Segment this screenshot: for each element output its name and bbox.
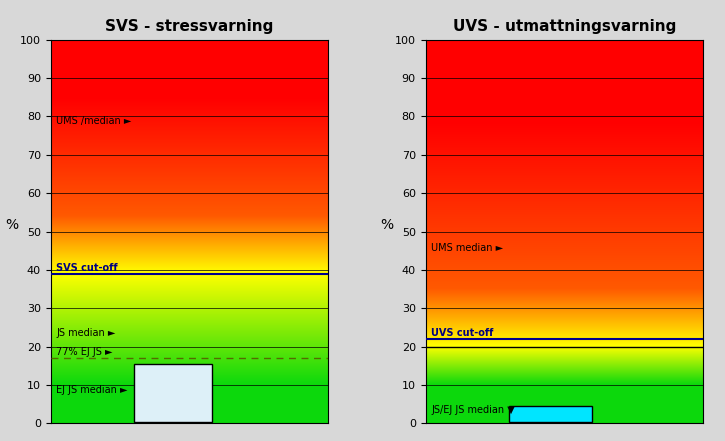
Y-axis label: %: % <box>5 217 18 232</box>
Text: UMS median ►: UMS median ► <box>431 243 503 253</box>
Text: JS/EJ JS median ▼: JS/EJ JS median ▼ <box>431 404 515 415</box>
Text: 77% EJ JS ►: 77% EJ JS ► <box>57 347 113 357</box>
Y-axis label: %: % <box>380 217 393 232</box>
Text: UMS /median ►: UMS /median ► <box>57 116 132 126</box>
Text: SVS cut-off: SVS cut-off <box>57 262 118 273</box>
Text: UVS cut-off: UVS cut-off <box>431 328 494 338</box>
Title: UVS - utmattningsvarning: UVS - utmattningsvarning <box>452 19 676 34</box>
Text: JS median ►: JS median ► <box>57 328 116 338</box>
Bar <box>509 406 592 422</box>
Title: SVS - stressvarning: SVS - stressvarning <box>105 19 274 34</box>
Bar <box>134 364 212 422</box>
Text: EJ JS median ►: EJ JS median ► <box>57 385 128 395</box>
